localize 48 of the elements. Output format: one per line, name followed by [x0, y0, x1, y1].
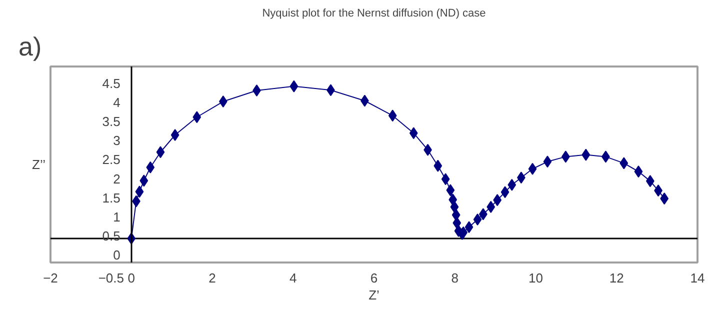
point — [388, 110, 397, 122]
chart-title: Nyquist plot for the Nernst diffusion (ND) case — [262, 8, 486, 20]
x-tick-label: 12 — [609, 270, 624, 286]
y-tick-label: 1 — [113, 209, 120, 224]
y-axis-title: Z’’ — [32, 157, 46, 172]
x-axis-title: Z’ — [368, 288, 380, 302]
point — [170, 129, 180, 142]
x-tick-label: −2 — [43, 270, 58, 286]
x-tick-label: 14 — [690, 270, 705, 286]
x-tick-label: 6 — [370, 270, 378, 286]
point — [192, 111, 202, 124]
point — [464, 221, 474, 234]
point — [486, 200, 496, 213]
y-tick-label: 4 — [113, 95, 120, 110]
y-tick-label: 1.5 — [102, 190, 120, 206]
text: a) — [18, 32, 42, 62]
point — [500, 186, 510, 198]
point — [146, 161, 155, 174]
x-tick-label: 2 — [208, 270, 216, 286]
x-tick-label: 10 — [528, 270, 543, 286]
point — [290, 80, 298, 92]
x-tick-label: 8 — [451, 270, 458, 286]
point — [156, 146, 165, 158]
y-tick-label: 2 — [113, 171, 120, 186]
point — [620, 157, 628, 170]
point — [473, 213, 482, 226]
x-tick-label: 4 — [290, 270, 297, 286]
point — [434, 160, 442, 172]
point — [450, 200, 459, 213]
point — [660, 192, 669, 205]
x-tick-label: 0 — [128, 270, 135, 286]
x-tick-label: −0.5 — [98, 270, 124, 286]
point — [508, 178, 516, 191]
y-tick-label: 3.5 — [102, 114, 120, 130]
point — [409, 127, 418, 140]
y-tick-label: 3 — [113, 133, 120, 148]
point — [452, 216, 462, 229]
point — [582, 148, 590, 161]
point — [446, 184, 455, 196]
y-tick-label: 0 — [113, 247, 120, 262]
point — [441, 173, 450, 186]
point — [543, 156, 552, 168]
point — [135, 186, 144, 198]
point — [528, 162, 537, 175]
y-tick-label: 2.5 — [102, 152, 120, 168]
point — [634, 166, 643, 178]
y-tick-label: 4.5 — [102, 76, 120, 92]
point — [140, 174, 148, 187]
